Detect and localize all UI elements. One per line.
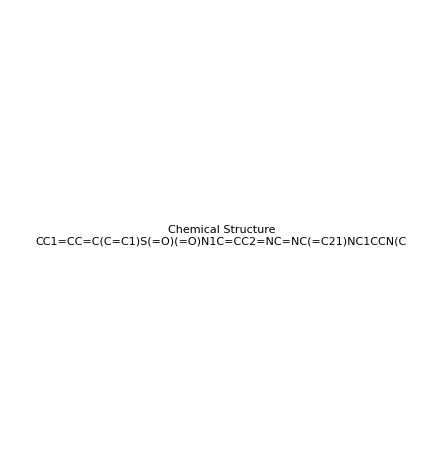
Text: Chemical Structure
CC1=CC=C(C=C1)S(=O)(=O)N1C=CC2=NC=NC(=C21)NC1CCN(C: Chemical Structure CC1=CC=C(C=C1)S(=O)(=… <box>36 225 407 246</box>
